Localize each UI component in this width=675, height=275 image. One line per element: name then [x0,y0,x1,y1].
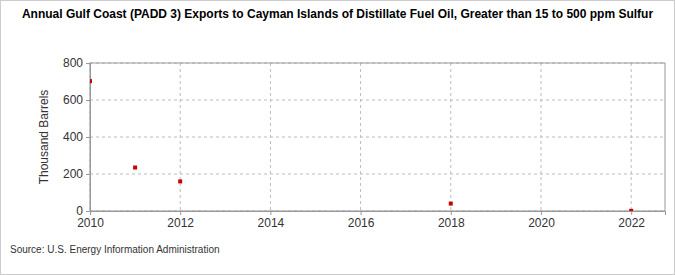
x-axis: 2010201220142016201820202022 [77,211,665,230]
point [133,166,137,170]
grid-line [90,174,665,175]
chart: 2010201220142016201820202022020040060080… [0,0,675,275]
axis-line [91,212,666,216]
grid-line [360,63,361,211]
title: Annual Gulf Coast (PADD 3) Exports to Ca… [22,7,654,21]
tick-mark [270,211,271,215]
tick-label: 2016 [348,216,375,230]
tick-mark [86,63,90,64]
grid-line [90,137,665,138]
tick-mark [86,100,90,101]
title-line: Annual Gulf Coast (PADD 3) Exports to Ca… [22,7,654,21]
plot-frame [90,63,665,211]
tick-label: 400 [63,130,83,144]
grid-line [90,100,665,101]
tick-mark [180,211,181,215]
tick-mark [631,211,632,215]
y-axis-title: Thousand Barrels [37,90,51,185]
grid-line [540,63,541,211]
tick: 2016 [348,211,375,230]
tick: 2012 [167,211,194,230]
grid-line [450,63,451,211]
tick: 200 [63,167,90,181]
tick-label: 2012 [167,216,194,230]
points [90,79,633,211]
tick-mark [541,211,542,215]
tick: 400 [63,130,90,144]
tick-mark [86,174,90,175]
tick: 600 [63,93,90,107]
tick-mark [86,137,90,138]
tick-label: 2018 [438,216,465,230]
axis-line [86,64,91,212]
tick: 2018 [438,211,465,230]
point [629,209,633,211]
point [449,202,453,206]
tick-label: 800 [63,56,83,70]
tick-mark [361,211,362,215]
tick: 2022 [618,211,645,230]
tick-label: 0 [76,204,83,218]
tick-label: 200 [63,167,83,181]
tick-mark [86,211,90,212]
grid-line [270,63,271,211]
tick: 2014 [258,211,285,230]
tick: 2020 [528,211,555,230]
tick-mark [451,211,452,215]
y-axis: 0 200 400 600 800 [63,56,91,218]
tick: 800 [63,56,90,70]
grid-line [180,63,181,211]
tick: 0 [76,204,90,218]
plot: 2010201220142016201820202022020040060080… [63,56,666,229]
grid [90,63,665,211]
grid-line [631,63,632,211]
source: Source: U.S. Energy Information Administ… [10,244,220,255]
tick-label: 2020 [528,216,555,230]
point [90,79,92,83]
tick-label: 2014 [258,216,285,230]
point [178,179,182,183]
tick-label: 2022 [618,216,645,230]
tick-label: 600 [63,93,83,107]
background [1,1,675,275]
